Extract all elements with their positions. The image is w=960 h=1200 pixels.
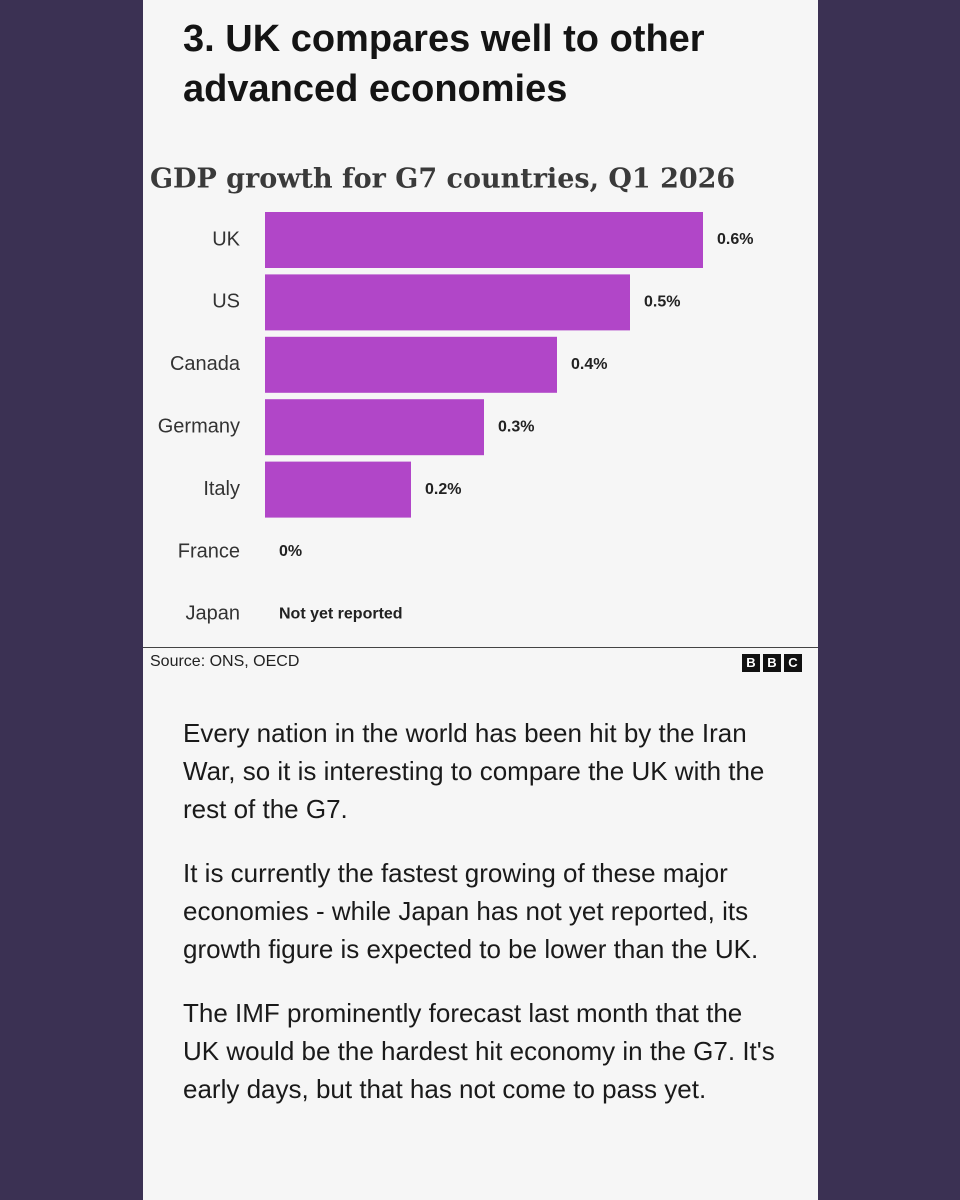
- category-label: UK: [212, 228, 240, 250]
- value-label: 0.4%: [571, 356, 607, 373]
- value-label: Not yet reported: [279, 606, 403, 623]
- value-label: 0.3%: [498, 418, 534, 435]
- bar: [265, 399, 484, 456]
- bar: [265, 461, 411, 518]
- category-label: Italy: [203, 478, 240, 500]
- separator: [143, 647, 818, 648]
- bar: [265, 274, 630, 331]
- value-label: 0.5%: [644, 294, 680, 311]
- value-label: 0.6%: [717, 231, 753, 248]
- bar: [265, 336, 557, 393]
- article-panel: 3. UK compares well to other advanced ec…: [143, 0, 818, 1200]
- logo-letter: B: [742, 654, 760, 672]
- source: Source: ONS, OECD: [150, 653, 300, 670]
- category-label: Japan: [186, 603, 241, 625]
- value-label: 0.2%: [425, 481, 461, 498]
- logo: B B C: [742, 654, 802, 672]
- logo-letter: C: [784, 654, 802, 672]
- section-heading: 3. UK compares well to other advanced ec…: [183, 18, 705, 110]
- bar: [265, 212, 703, 268]
- category-label: US: [212, 291, 240, 313]
- article-body: Every nation in the world has been hit b…: [183, 714, 783, 1134]
- value-label: 0%: [279, 543, 302, 560]
- category-label: Germany: [158, 415, 240, 437]
- chart: GDP growth for G7 countries, Q1 2026 UK 0…: [150, 164, 753, 625]
- category-label: Canada: [170, 353, 241, 375]
- chart-title: GDP growth for G7 countries, Q1 2026: [150, 164, 735, 195]
- paragraph: The IMF prominently forecast last month …: [183, 998, 775, 1104]
- paragraph: Every nation in the world has been hit b…: [183, 718, 765, 824]
- category-label: France: [178, 540, 240, 562]
- paragraph: It is currently the fastest growing of t…: [183, 858, 759, 964]
- logo-letter: B: [763, 654, 781, 672]
